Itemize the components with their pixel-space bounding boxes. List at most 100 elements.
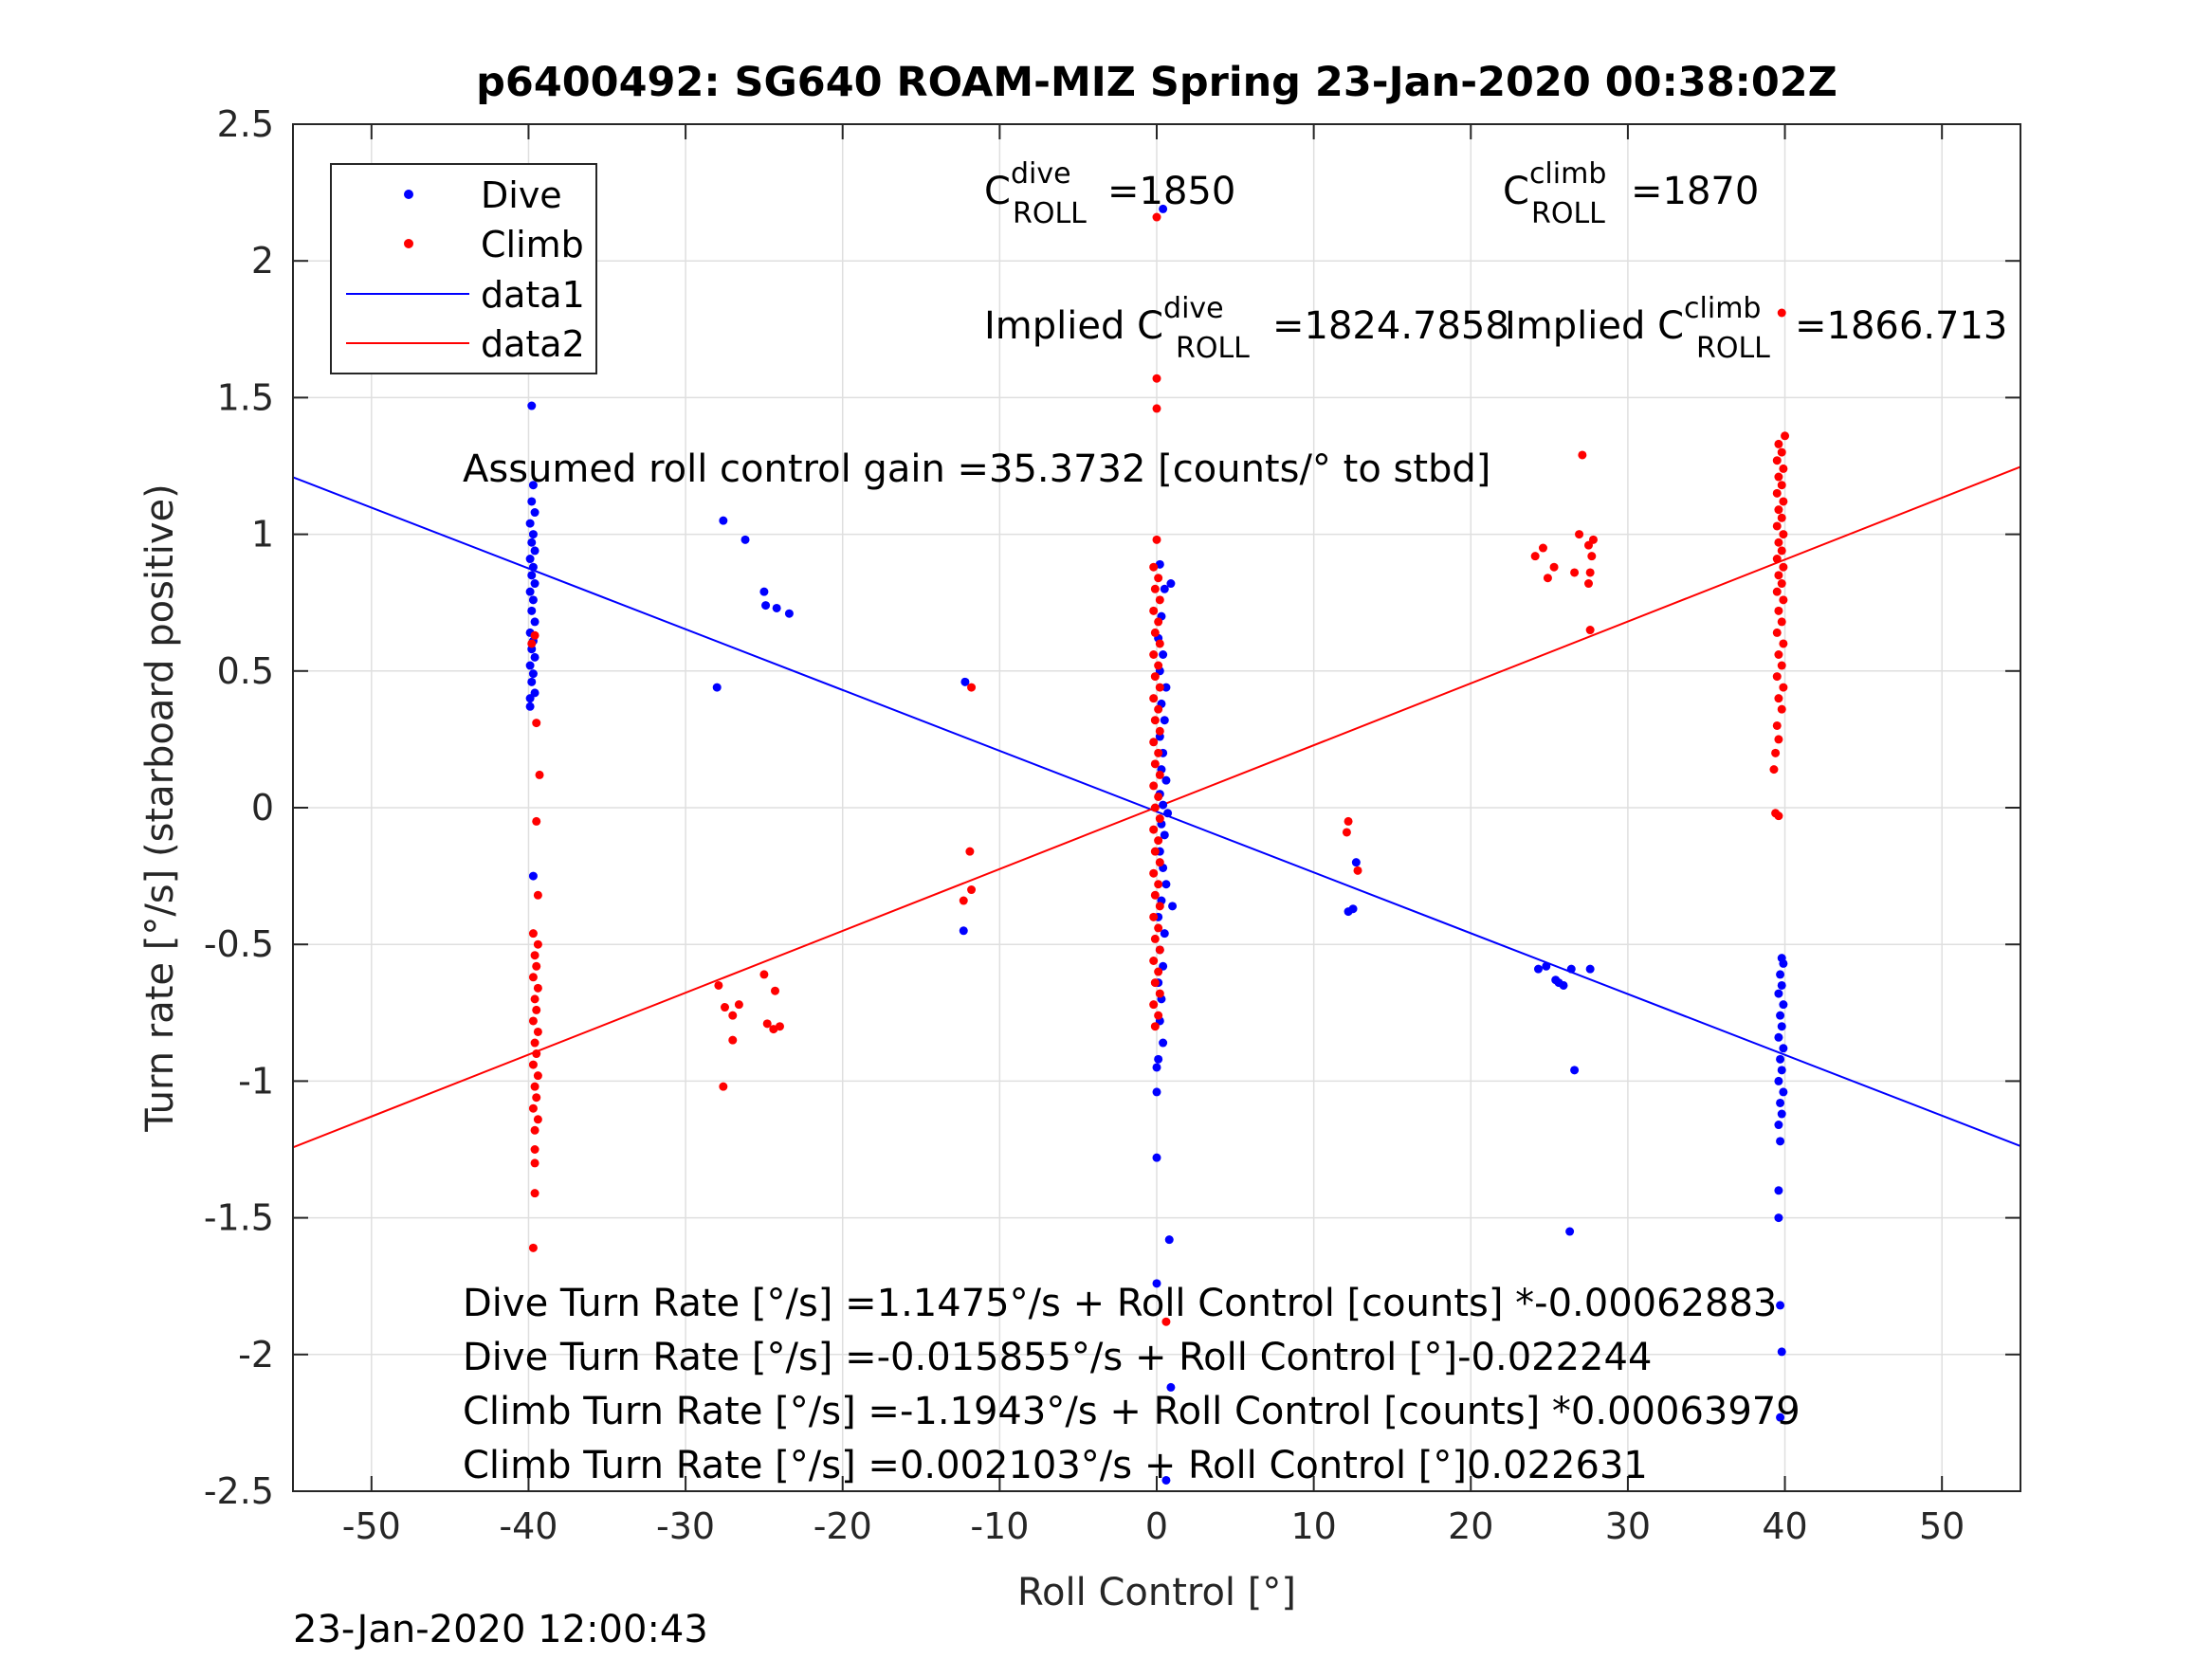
dive-point (530, 546, 539, 556)
c-roll-climb-base: C (1503, 170, 1529, 213)
climb-point (1155, 814, 1164, 824)
climb-point (1570, 568, 1580, 577)
legend-climb-marker (404, 239, 413, 248)
y-tick-label: 2 (251, 240, 274, 282)
x-tick-label: 10 (1290, 1505, 1336, 1547)
dive-point (1774, 1076, 1783, 1085)
dive-point (1161, 683, 1171, 692)
climb-point (530, 630, 539, 640)
dive-point (528, 530, 538, 539)
climb-point (1152, 404, 1161, 413)
x-tick-label: 20 (1448, 1505, 1493, 1547)
dive-point (1774, 1186, 1783, 1195)
dive-point (1777, 980, 1786, 990)
dive-point (1161, 775, 1171, 785)
climb-point (1154, 923, 1163, 933)
y-tick-label: -0.5 (204, 923, 274, 965)
climb-point (1155, 858, 1164, 867)
dive-point (1351, 858, 1361, 867)
climb-point (728, 1011, 738, 1020)
dive-point (1559, 980, 1568, 990)
y-tick-label: -2.5 (204, 1470, 274, 1512)
climb-point (528, 1243, 538, 1252)
climb-point (533, 890, 542, 900)
climb-point (1149, 912, 1159, 921)
dive-point (530, 652, 539, 662)
climb-point (1585, 626, 1595, 635)
climb-point (530, 1038, 539, 1048)
climb-point (1150, 672, 1160, 682)
climb-point (1154, 617, 1163, 627)
climb-point (1777, 447, 1786, 457)
climb-point (1769, 765, 1779, 775)
climb-point (1777, 617, 1786, 627)
climb-point (528, 1103, 538, 1113)
dive-point (1344, 907, 1353, 917)
c-roll-dive-sub: ROLL (1013, 197, 1087, 230)
climb-point (530, 1189, 539, 1198)
climb-point (1150, 628, 1160, 637)
x-tick-label: -30 (656, 1505, 715, 1547)
climb-point (1154, 574, 1163, 583)
implied-dive-sub: ROLL (1176, 332, 1250, 365)
y-tick-label: -1.5 (204, 1197, 274, 1239)
chart-title: p6400492: SG640 ROAM-MIZ Spring 23-Jan-2… (476, 59, 1837, 106)
climb-point (1779, 530, 1788, 539)
climb-point (1774, 472, 1783, 482)
climb-point (1779, 497, 1788, 506)
dive-point (525, 702, 535, 711)
climb-point (1149, 957, 1159, 966)
dive-point (525, 555, 535, 564)
climb-point (1353, 866, 1362, 875)
dive-point (1152, 1153, 1161, 1162)
legend-dive-marker (404, 190, 413, 199)
climb-point (1152, 374, 1161, 383)
implied-climb-value: =1866.713 (1795, 304, 2007, 348)
climb-point (1779, 562, 1788, 572)
tick-layer: -50 -40 -30 -20 -10 0 10 20 30 40 50 2.5 2 1.5 1 0.5 0 -0… (204, 103, 2020, 1547)
climb-point (1155, 902, 1164, 911)
climb-point (532, 1093, 541, 1103)
dive-point (1566, 964, 1576, 974)
climb-point (1771, 748, 1781, 757)
climb-point (530, 1082, 539, 1091)
implied-c-roll-dive-annotation: Implied Cdive ROLL =1824.7858 (984, 292, 1509, 365)
dive-point (1779, 1044, 1788, 1053)
climb-point (1154, 704, 1163, 714)
climb-point (1150, 934, 1160, 943)
dive-point (1152, 1087, 1161, 1097)
legend: Dive Climb data1 data2 (330, 163, 597, 374)
climb-point (967, 885, 977, 895)
climb-point (1154, 792, 1163, 801)
c-roll-climb-sub: ROLL (1531, 197, 1605, 230)
implied-dive-sup: dive (1163, 292, 1224, 325)
dive-point (712, 683, 722, 692)
climb-point (1152, 212, 1161, 222)
climb-point (1154, 880, 1163, 889)
climb-point (1779, 683, 1788, 692)
dive-point (527, 571, 537, 580)
dive-point (1166, 1382, 1176, 1392)
climb-point (1772, 587, 1782, 596)
climb-point (1774, 811, 1783, 821)
dive-point (719, 516, 728, 525)
dive-point (1779, 1087, 1788, 1097)
climb-point (527, 639, 537, 648)
climb-point (530, 1158, 539, 1168)
dive-point (527, 677, 537, 686)
climb-point (1149, 738, 1159, 747)
climb-point (1155, 595, 1164, 605)
climb-point (530, 951, 539, 960)
climb-point (959, 896, 968, 905)
climb-point (1588, 535, 1598, 544)
dive-point (528, 481, 538, 490)
climb-point (1777, 579, 1786, 589)
dive-point (527, 606, 537, 615)
climb-point (1161, 1317, 1171, 1326)
y-tick-label: -1 (238, 1060, 274, 1102)
climb-point (1342, 828, 1351, 837)
x-tick-label: 0 (1145, 1505, 1168, 1547)
climb-point (734, 1000, 743, 1010)
dive-point (1154, 1054, 1163, 1064)
c-roll-climb-sup: climb (1529, 157, 1606, 191)
